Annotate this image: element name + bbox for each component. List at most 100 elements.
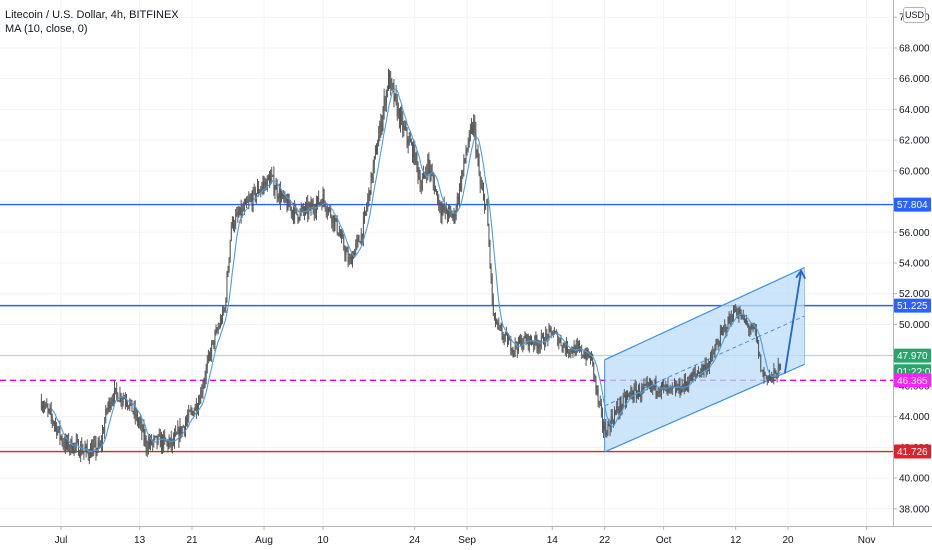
symbol-title[interactable]: Litecoin / U.S. Dollar, 4h, BITFINEX [5, 9, 179, 21]
candle-body [581, 347, 583, 356]
candle-body [71, 439, 73, 452]
candle-body [102, 432, 103, 444]
candle-body [394, 93, 396, 101]
candle-body [751, 324, 753, 329]
candle-body [642, 386, 644, 389]
candle-body [152, 441, 154, 444]
candle-body [593, 361, 595, 376]
price-tick-label: 50.000 [899, 320, 930, 331]
time-tick-label: 24 [409, 535, 421, 546]
candle-body [665, 384, 667, 392]
candle-body [675, 385, 677, 392]
candle-body [169, 437, 171, 442]
candle-body [321, 202, 323, 207]
candle-body [310, 203, 312, 210]
candle-body [90, 447, 91, 458]
currency-button[interactable]: USD [903, 7, 926, 23]
candle-body [650, 382, 651, 387]
candle-body [620, 400, 622, 409]
candle-body [544, 343, 546, 345]
candle-body [231, 218, 233, 226]
candle-body [207, 354, 209, 362]
ma-line [50, 87, 781, 453]
candle-body [639, 387, 640, 397]
candle-body [561, 345, 563, 349]
candle-body [293, 210, 294, 218]
candle-body [87, 450, 89, 456]
candle-body [688, 382, 690, 388]
candle-body [484, 194, 485, 209]
candle-body [235, 215, 237, 226]
candle-body [537, 345, 539, 348]
candle-body [775, 372, 777, 379]
indicator-label[interactable]: MA (10, close, 0) [5, 23, 88, 35]
candle-body [219, 319, 221, 327]
candle-body [300, 209, 302, 211]
candle-body [103, 432, 104, 434]
projection-arrow[interactable] [783, 268, 806, 374]
candle-body [748, 325, 750, 330]
candle-body [193, 410, 195, 416]
candle-body [114, 388, 115, 400]
candle-body [643, 385, 645, 389]
candle-body [349, 256, 351, 260]
candle-body [391, 78, 393, 85]
candle-body [323, 193, 325, 202]
candle-body [69, 447, 71, 449]
candle-body [81, 445, 83, 454]
candle-body [473, 120, 475, 133]
candle-body [342, 234, 344, 238]
candle-body [521, 339, 523, 349]
price-badge [894, 197, 931, 212]
candle-body [186, 420, 187, 424]
candle-body [497, 322, 499, 324]
candle-body [770, 376, 771, 378]
candle-body [664, 384, 666, 386]
candle-body [140, 421, 142, 423]
candle-body [340, 234, 341, 238]
candle-body [396, 99, 398, 117]
candle-body [533, 343, 535, 346]
candle-body [364, 212, 365, 220]
candle-body [73, 443, 75, 452]
candle-body [227, 268, 229, 277]
candle-body [716, 343, 718, 345]
candle-body [438, 200, 440, 204]
candle-body [137, 413, 138, 423]
candle-body [622, 395, 624, 406]
candle-body [332, 215, 334, 224]
candle-body [350, 256, 352, 265]
chart-legend: Litecoin / U.S. Dollar, 4h, BITFINEX MA … [5, 8, 179, 36]
candle-body [640, 395, 642, 397]
candle-body [578, 345, 579, 347]
candle-body [115, 388, 116, 389]
candle-body [356, 240, 358, 244]
candle-body [384, 98, 386, 106]
candle-body [354, 249, 356, 258]
candle-body [113, 399, 114, 401]
candle-body [94, 442, 96, 444]
candle-body [598, 401, 600, 403]
candle-body [86, 445, 88, 451]
candle-body [478, 160, 480, 175]
candle-body [448, 208, 449, 218]
candle-body [258, 186, 259, 193]
candle-body [609, 423, 611, 430]
candle-body [236, 212, 238, 216]
candle-body [551, 331, 553, 336]
candle-body [635, 387, 637, 398]
candle-body [176, 432, 178, 434]
candle-body [138, 422, 139, 423]
candle-body [311, 204, 313, 210]
candle-body [362, 219, 364, 240]
candle-body [633, 387, 635, 398]
candle-body [143, 427, 145, 440]
candle-body [590, 354, 591, 361]
candle-body [567, 342, 568, 353]
price-badge [894, 298, 931, 313]
candle-body [223, 310, 225, 312]
parallel-channel[interactable] [604, 267, 805, 453]
candle-body [661, 383, 662, 392]
candle-body [745, 320, 746, 322]
